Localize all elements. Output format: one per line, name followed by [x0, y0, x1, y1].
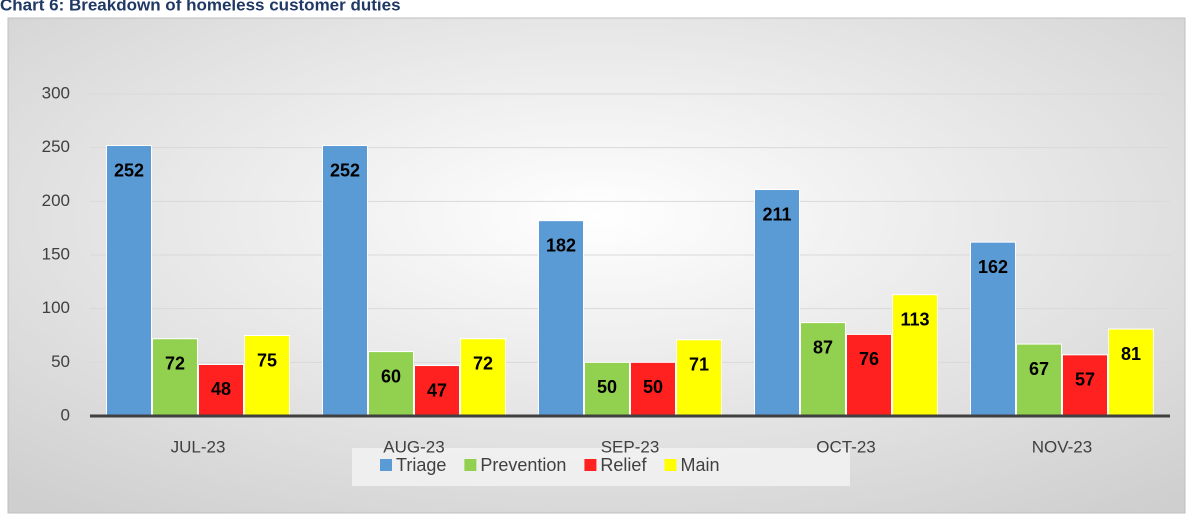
value-label: 72 — [165, 353, 185, 373]
y-tick-label: 300 — [42, 83, 70, 102]
bar — [846, 333, 892, 417]
chart-title: Chart 6: Breakdown of homeless customer … — [0, 0, 401, 14]
legend-swatch — [464, 459, 477, 471]
bar — [630, 361, 676, 417]
value-label: 252 — [114, 160, 144, 180]
x-tick-label: JUL-23 — [171, 437, 226, 456]
x-tick-label: AUG-23 — [383, 437, 444, 456]
value-label: 57 — [1075, 370, 1095, 390]
value-label: 81 — [1121, 344, 1141, 364]
legend-swatch — [380, 459, 392, 471]
legend-swatch — [584, 459, 597, 471]
legend-label: Prevention — [480, 455, 566, 475]
value-label: 50 — [643, 377, 663, 397]
value-label: 76 — [859, 349, 879, 369]
value-label: 47 — [427, 380, 447, 400]
value-label: 162 — [978, 257, 1008, 277]
y-tick-label: 150 — [42, 244, 70, 263]
value-label: 87 — [813, 337, 833, 357]
value-label: 71 — [689, 355, 709, 375]
value-label: 75 — [257, 350, 277, 370]
value-label: 60 — [381, 366, 401, 386]
bar — [1016, 343, 1062, 417]
legend-label: Triage — [396, 455, 446, 475]
bar — [584, 361, 630, 417]
value-label: 48 — [211, 379, 231, 399]
value-label: 182 — [546, 235, 576, 255]
y-tick-label: 0 — [61, 405, 70, 424]
bar — [892, 294, 938, 417]
bar — [106, 145, 152, 417]
x-tick-label: NOV-23 — [1032, 437, 1092, 456]
bar — [1062, 354, 1108, 417]
y-tick-label: 250 — [42, 137, 70, 156]
value-label: 211 — [762, 204, 791, 224]
bar — [244, 335, 290, 417]
x-tick-label: SEP-23 — [601, 437, 660, 456]
value-label: 50 — [597, 377, 617, 397]
value-label: 72 — [473, 353, 493, 373]
bar — [322, 145, 368, 417]
bar — [152, 338, 198, 417]
bar — [754, 189, 800, 417]
x-tick-label: OCT-23 — [816, 437, 876, 456]
value-label: 113 — [900, 309, 929, 329]
legend-label: Main — [680, 455, 719, 475]
bar — [1108, 328, 1154, 417]
value-label: 67 — [1029, 359, 1049, 379]
y-tick-label: 100 — [42, 298, 70, 317]
value-label: 252 — [330, 160, 360, 180]
bar — [970, 241, 1016, 417]
bar — [800, 322, 846, 417]
bar — [460, 338, 506, 417]
legend-box — [352, 448, 850, 486]
bar — [676, 339, 722, 417]
legend-swatch — [664, 459, 677, 471]
y-tick-label: 50 — [51, 352, 70, 371]
y-tick-label: 200 — [42, 191, 70, 210]
legend-label: Relief — [600, 455, 647, 475]
